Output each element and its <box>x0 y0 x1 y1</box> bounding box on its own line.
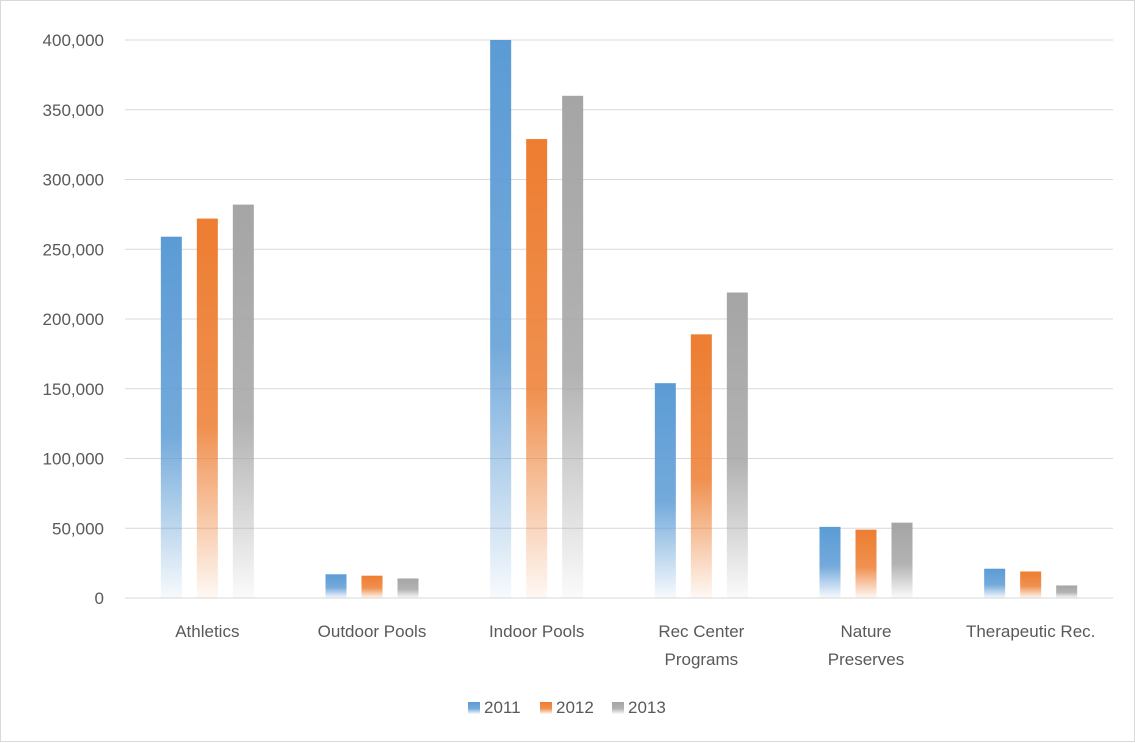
legend-swatch-2011 <box>468 702 480 714</box>
y-tick-label: 50,000 <box>52 519 104 538</box>
bar-2013 <box>1056 585 1078 598</box>
bar-2013 <box>726 292 748 598</box>
bar-2011 <box>490 40 512 598</box>
legend: 2011 2012 2013 <box>468 698 666 717</box>
bar-2013 <box>397 578 419 598</box>
x-axis-tick-labels: Athletics Outdoor Pools Indoor Pools Rec Ce… <box>175 622 1095 669</box>
bar-2012 <box>690 334 712 598</box>
bar-2012 <box>526 139 548 599</box>
y-tick-label: 100,000 <box>43 450 104 469</box>
x-tick-label: Athletics <box>175 622 239 641</box>
bar-2013 <box>891 522 913 598</box>
legend-label: 2013 <box>628 698 666 717</box>
bars <box>160 40 1078 599</box>
y-tick-label: 150,000 <box>43 380 104 399</box>
x-tick-label: Outdoor Pools <box>318 622 427 641</box>
x-tick-label: Therapeutic Rec. <box>966 622 1095 641</box>
y-tick-label: 300,000 <box>43 171 104 190</box>
legend-swatch-2012 <box>540 702 552 714</box>
y-tick-label: 200,000 <box>43 310 104 329</box>
y-tick-label: 0 <box>95 589 104 608</box>
y-tick-label: 400,000 <box>43 31 104 50</box>
y-axis-tick-labels: 0 50,000 100,000 150,000 200,000 250,000 300,0… <box>43 31 104 608</box>
bar-2011 <box>325 574 347 598</box>
x-tick-label: Indoor Pools <box>489 622 584 641</box>
legend-label: 2011 <box>484 698 521 717</box>
bar-2013 <box>232 204 254 599</box>
bar-2011 <box>819 526 841 598</box>
legend-label: 2012 <box>556 698 594 717</box>
legend-swatch-2013 <box>612 702 624 714</box>
y-tick-label: 250,000 <box>43 240 104 259</box>
bar-2012 <box>1020 571 1042 598</box>
bar-2012 <box>855 529 877 598</box>
bar-2011 <box>160 236 182 598</box>
x-tick-label: Rec Center Programs <box>658 622 744 669</box>
bar-2012 <box>196 218 218 598</box>
bar-2012 <box>361 575 383 598</box>
y-tick-label: 350,000 <box>43 101 104 120</box>
bar-2013 <box>562 95 584 599</box>
bar-2011 <box>984 568 1006 598</box>
gridlines <box>125 39 1113 599</box>
bar-2011 <box>654 383 676 598</box>
x-tick-label: Nature Preserves <box>828 622 905 669</box>
